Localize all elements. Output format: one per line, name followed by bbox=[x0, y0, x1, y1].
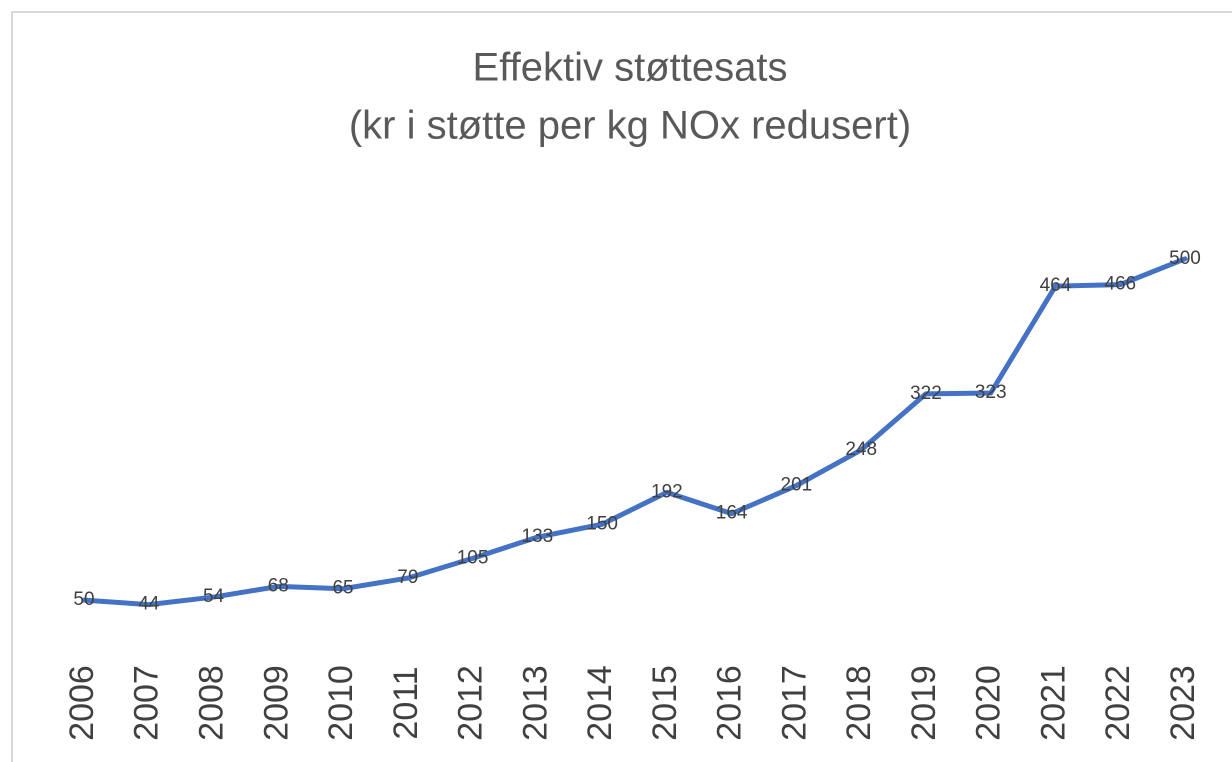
data-label: 65 bbox=[332, 578, 353, 599]
x-tick-label: 2019 bbox=[905, 665, 943, 741]
x-tick-label: 2010 bbox=[322, 665, 360, 741]
data-label: 466 bbox=[1104, 274, 1136, 295]
chart-subtitle: (kr i støtte per kg NOx redusert) bbox=[349, 104, 911, 148]
x-tick-label: 2023 bbox=[1164, 665, 1202, 741]
x-tick-label: 2006 bbox=[63, 665, 101, 741]
data-label: 248 bbox=[845, 439, 877, 460]
data-label: 68 bbox=[268, 575, 289, 596]
data-label: 150 bbox=[586, 513, 618, 534]
x-tick-label: 2015 bbox=[646, 665, 684, 741]
data-label: 201 bbox=[781, 475, 813, 496]
data-label: 500 bbox=[1169, 248, 1201, 269]
x-tick-label: 2020 bbox=[970, 665, 1008, 741]
x-tick-label: 2021 bbox=[1034, 665, 1072, 741]
data-label: 50 bbox=[73, 589, 94, 610]
x-tick-label: 2012 bbox=[452, 665, 490, 741]
x-tick-label: 2008 bbox=[193, 665, 231, 741]
chart-frame bbox=[11, 11, 1232, 762]
x-tick-label: 2011 bbox=[387, 666, 425, 739]
data-label: 464 bbox=[1040, 275, 1072, 296]
data-label: 54 bbox=[203, 586, 225, 607]
data-label: 44 bbox=[138, 594, 160, 615]
x-tick-label: 2009 bbox=[257, 665, 295, 741]
x-tick-label: 2016 bbox=[711, 665, 749, 741]
data-label: 322 bbox=[910, 383, 942, 404]
data-label: 79 bbox=[397, 567, 418, 588]
data-label: 192 bbox=[651, 481, 683, 502]
x-tick-label: 2007 bbox=[128, 665, 166, 741]
data-label: 323 bbox=[975, 382, 1007, 403]
chart-title: Effektiv støttesats bbox=[473, 46, 788, 90]
x-tick-label: 2018 bbox=[840, 665, 878, 741]
x-tick-label: 2022 bbox=[1099, 665, 1137, 741]
data-label: 164 bbox=[716, 503, 748, 524]
x-tick-label: 2013 bbox=[516, 665, 554, 741]
data-line bbox=[81, 256, 1188, 608]
x-tick-label: 2017 bbox=[775, 665, 813, 741]
x-tick-label: 2014 bbox=[581, 665, 619, 741]
data-label: 133 bbox=[522, 526, 554, 547]
data-label: 105 bbox=[457, 547, 489, 568]
